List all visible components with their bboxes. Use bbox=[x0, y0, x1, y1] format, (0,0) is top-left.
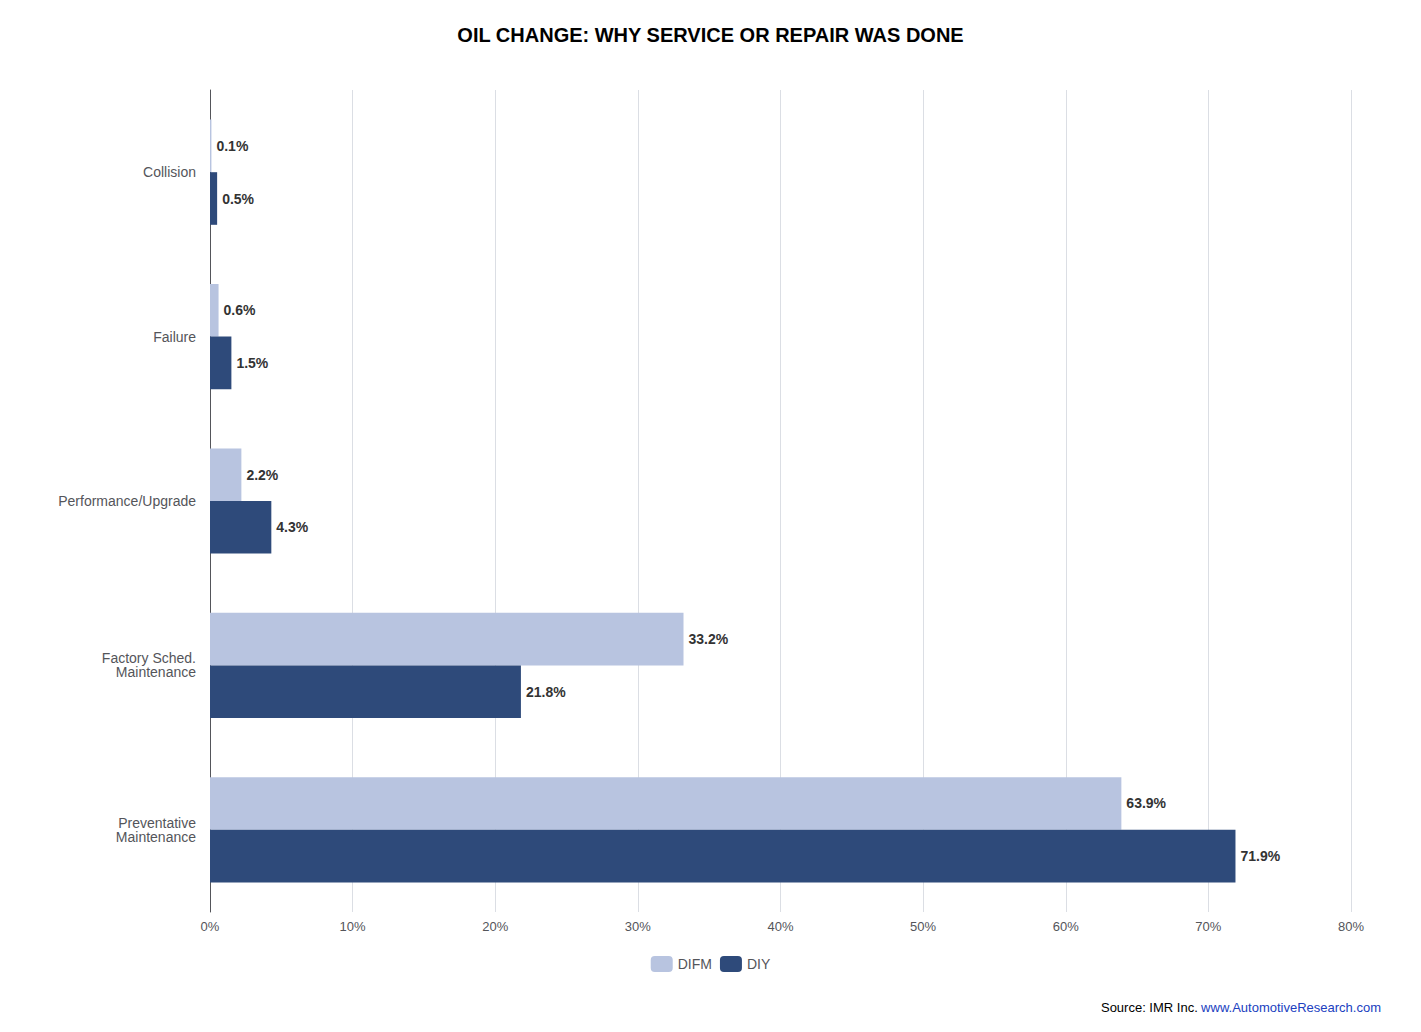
svg-text:20%: 20% bbox=[482, 919, 508, 934]
svg-text:0.6%: 0.6% bbox=[224, 302, 256, 318]
svg-text:63.9%: 63.9% bbox=[1126, 795, 1166, 811]
svg-text:Collision: Collision bbox=[143, 164, 196, 180]
svg-text:50%: 50% bbox=[910, 919, 936, 934]
svg-text:60%: 60% bbox=[1053, 919, 1079, 934]
svg-text:33.2%: 33.2% bbox=[689, 631, 729, 647]
svg-text:DIFM: DIFM bbox=[678, 956, 712, 972]
svg-text:Maintenance: Maintenance bbox=[116, 664, 196, 680]
svg-text:0.1%: 0.1% bbox=[216, 138, 248, 154]
svg-text:21.8%: 21.8% bbox=[526, 684, 566, 700]
svg-text:2.2%: 2.2% bbox=[246, 467, 278, 483]
svg-text:Factory Sched.: Factory Sched. bbox=[101, 650, 196, 667]
svg-text:Performance/Upgrade: Performance/Upgrade bbox=[58, 493, 196, 509]
svg-text:0%: 0% bbox=[201, 919, 220, 934]
svg-text:71.9%: 71.9% bbox=[1240, 848, 1280, 864]
svg-text:OIL CHANGE: WHY SERVICE OR REP: OIL CHANGE: WHY SERVICE OR REPAIR WAS DO… bbox=[457, 24, 963, 46]
svg-text:4.3%: 4.3% bbox=[276, 519, 308, 535]
svg-text:www.AutomotiveResearch.com: www.AutomotiveResearch.com bbox=[1200, 1000, 1381, 1015]
svg-text:10%: 10% bbox=[340, 919, 366, 934]
svg-text:Source: IMR Inc.: Source: IMR Inc. bbox=[1101, 1000, 1198, 1015]
svg-text:1.5%: 1.5% bbox=[236, 355, 268, 371]
svg-text:0.5%: 0.5% bbox=[222, 191, 254, 207]
svg-text:Failure: Failure bbox=[153, 329, 196, 345]
svg-text:DIY: DIY bbox=[747, 956, 771, 972]
svg-text:30%: 30% bbox=[625, 919, 651, 934]
svg-text:Maintenance: Maintenance bbox=[116, 829, 196, 845]
svg-text:70%: 70% bbox=[1195, 919, 1221, 934]
svg-text:80%: 80% bbox=[1338, 919, 1364, 934]
svg-text:Preventative: Preventative bbox=[118, 814, 196, 831]
svg-text:40%: 40% bbox=[767, 919, 793, 934]
